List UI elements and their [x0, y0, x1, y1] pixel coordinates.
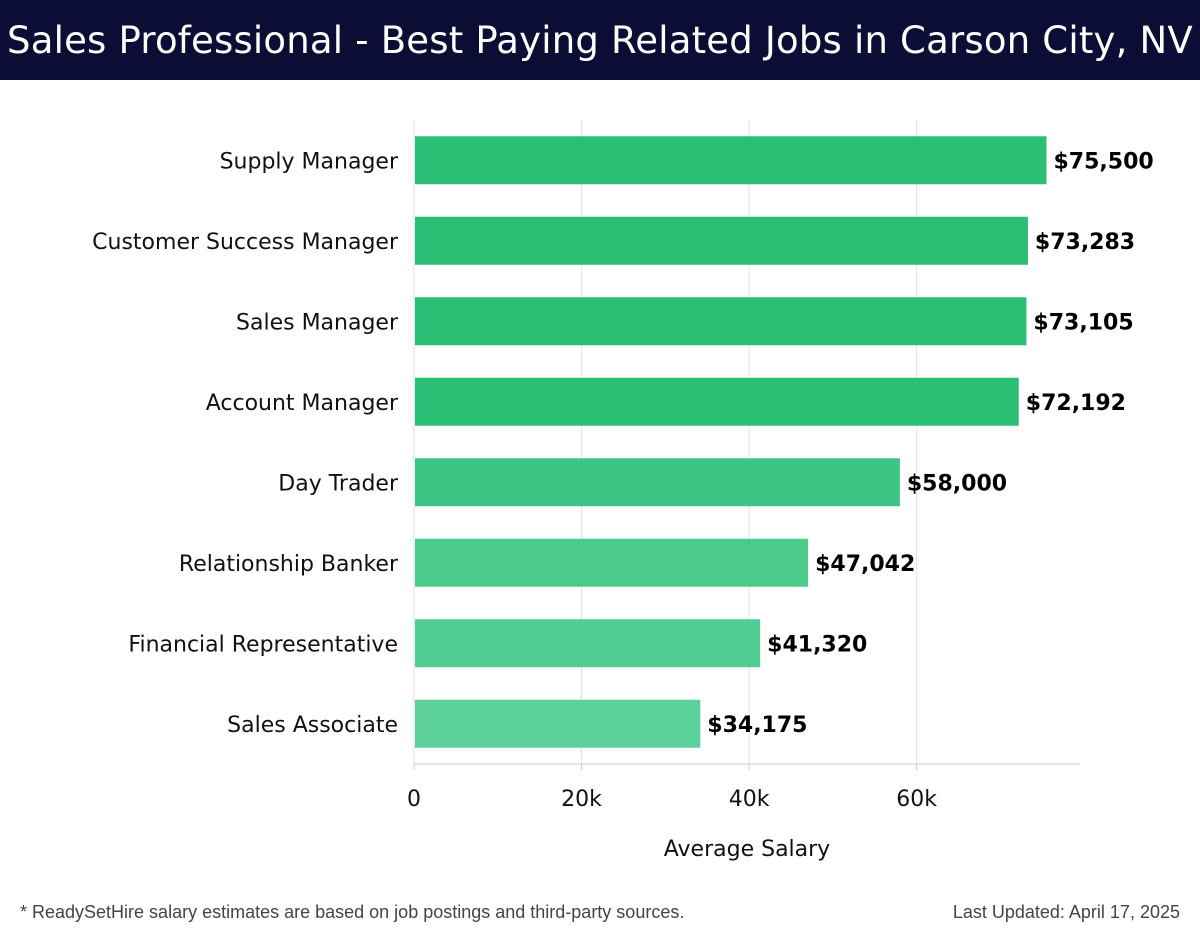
bar	[415, 216, 1028, 265]
bar	[415, 538, 809, 587]
category-label: Day Trader	[278, 471, 399, 496]
bar	[415, 136, 1047, 185]
category-label: Account Manager	[206, 391, 399, 416]
chart-title: Sales Professional - Best Paying Related…	[7, 18, 1193, 62]
x-tick-label: 40k	[729, 787, 770, 812]
value-label: $73,105	[1033, 310, 1133, 335]
category-label: Relationship Banker	[179, 552, 399, 577]
x-axis-title: Average Salary	[664, 837, 830, 862]
bar	[415, 297, 1027, 346]
category-label: Supply Manager	[220, 149, 399, 174]
value-label: $58,000	[907, 471, 1007, 496]
category-label: Customer Success Manager	[92, 230, 399, 255]
bar	[415, 377, 1019, 426]
x-tick-label: 0	[407, 787, 421, 812]
value-label: $75,500	[1053, 149, 1153, 174]
value-label: $47,042	[815, 552, 915, 577]
x-tick-label: 20k	[561, 787, 602, 812]
bar	[415, 619, 761, 668]
category-label: Sales Manager	[236, 310, 399, 335]
last-updated: Last Updated: April 17, 2025	[952, 902, 1180, 922]
value-label: $41,320	[767, 632, 867, 657]
bar-chart: 0 20k 40k 60k Supply Manager $75,500 Customer …	[92, 120, 1154, 862]
bar	[415, 458, 900, 507]
x-tick-label: 60k	[896, 787, 937, 812]
category-label: Sales Associate	[227, 713, 398, 738]
bar	[415, 699, 701, 748]
category-label: Financial Representative	[128, 632, 398, 657]
value-label: $72,192	[1026, 391, 1126, 416]
value-label: $73,283	[1035, 230, 1135, 255]
chart-header: Sales Professional - Best Paying Related…	[0, 0, 1200, 80]
value-label: $34,175	[707, 713, 807, 738]
footer-note: * ReadySetHire salary estimates are base…	[20, 902, 685, 922]
